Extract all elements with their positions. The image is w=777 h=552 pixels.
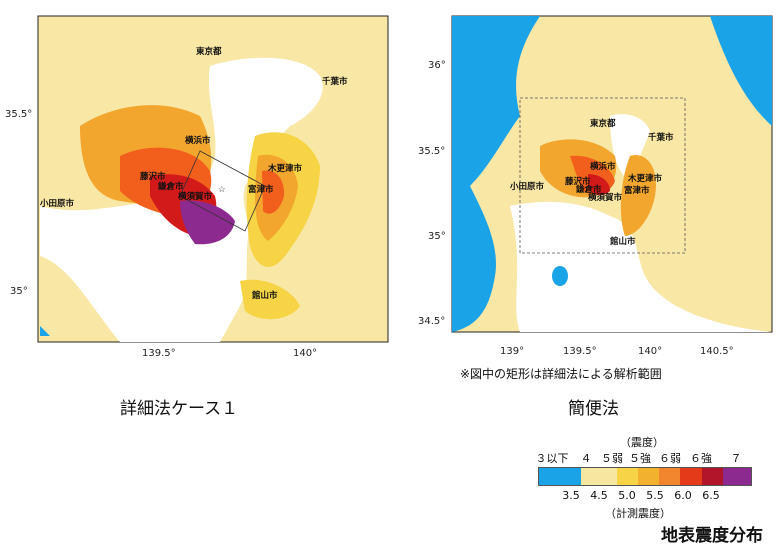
lon-tick-label: 139.5° bbox=[563, 346, 597, 356]
left-map: ☆ 東京都 千葉市 横浜市 木更津市 藤沢市 鎌倉市 横須賀市 富津市 小田原市… bbox=[0, 6, 400, 356]
city-label: 横浜市 bbox=[184, 135, 211, 146]
value-label: 5.0 bbox=[618, 489, 636, 502]
epicenter-star-icon: ☆ bbox=[218, 185, 226, 195]
colorbar-segment bbox=[637, 468, 660, 485]
city-label: 小田原市 bbox=[39, 198, 75, 209]
legend-bottom-title: （計測震度） bbox=[605, 507, 671, 520]
lon-tick-label: 140° bbox=[293, 348, 317, 356]
value-label-row: 3.5 4.5 5.0 5.5 6.0 6.5 bbox=[538, 489, 750, 503]
figure-title: 地表震度分布 bbox=[661, 526, 763, 546]
city-label: 鎌倉市 bbox=[157, 181, 184, 192]
lat-tick-label: 35° bbox=[10, 286, 28, 297]
right-map: 東京都 千葉市 横浜市 木更津市 藤沢市 鎌倉市 横須賀市 富津市 小田原市 館… bbox=[410, 6, 777, 356]
city-label: 東京都 bbox=[590, 118, 616, 129]
city-label: 館山市 bbox=[609, 236, 636, 247]
city-label: 木更津市 bbox=[267, 163, 303, 174]
lat-tick-label: 35.5° bbox=[5, 109, 32, 120]
lat-tick-label: 35° bbox=[428, 231, 446, 242]
city-label: 千葉市 bbox=[648, 132, 674, 143]
city-label: 富津市 bbox=[624, 185, 650, 196]
city-label: 小田原市 bbox=[509, 181, 545, 192]
value-label: 3.5 bbox=[562, 489, 580, 502]
value-label: 5.5 bbox=[646, 489, 664, 502]
lat-tick-label: 34.5° bbox=[418, 316, 445, 327]
colorbar-segment bbox=[581, 468, 617, 485]
lon-tick-label: 139.5° bbox=[142, 348, 176, 356]
analysis-range-note: ※図中の矩形は詳細法による解析範囲 bbox=[460, 367, 662, 381]
city-label: 藤沢市 bbox=[564, 176, 591, 187]
lat-tick-label: 35.5° bbox=[418, 146, 445, 157]
intensity-label: ５弱 bbox=[601, 452, 623, 465]
colorbar-segment bbox=[722, 468, 752, 485]
colorbar-segment bbox=[616, 468, 638, 485]
colorbar-segment bbox=[539, 468, 582, 485]
city-label: 横須賀市 bbox=[177, 191, 213, 202]
value-label: 6.0 bbox=[674, 489, 692, 502]
intensity-colorbar bbox=[538, 467, 752, 486]
intensity-label: ４ bbox=[580, 452, 592, 465]
colorbar-segment bbox=[701, 468, 723, 485]
intensity-label: ３以下 bbox=[535, 452, 569, 465]
right-caption: 簡便法 bbox=[568, 399, 619, 419]
city-label: 藤沢市 bbox=[139, 171, 166, 182]
city-label: 館山市 bbox=[251, 290, 278, 301]
legend-top-title: （震度） bbox=[620, 436, 664, 449]
intensity-label: ５強 bbox=[629, 452, 651, 465]
intensity-label: ６強 bbox=[690, 452, 712, 465]
city-label: 鎌倉市 bbox=[575, 184, 602, 195]
city-label: 千葉市 bbox=[322, 76, 348, 87]
value-label: 6.5 bbox=[702, 489, 720, 502]
intensity-label-row: ３以下 ４ ５弱 ５強 ６弱 ６強 ７ bbox=[535, 450, 750, 465]
value-label: 4.5 bbox=[590, 489, 608, 502]
lat-tick-label: 36° bbox=[428, 60, 446, 71]
city-label: 木更津市 bbox=[627, 173, 663, 184]
intensity-label: ６弱 bbox=[659, 452, 681, 465]
intensity-label: ７ bbox=[730, 452, 742, 465]
lon-tick-label: 140° bbox=[638, 346, 662, 356]
city-label: 横浜市 bbox=[589, 161, 616, 172]
colorbar-segment bbox=[659, 468, 681, 485]
city-label: 富津市 bbox=[248, 184, 274, 195]
lon-tick-label: 139° bbox=[500, 346, 524, 356]
colorbar-segment bbox=[680, 468, 702, 485]
city-label: 東京都 bbox=[196, 46, 222, 57]
left-caption: 詳細法ケース１ bbox=[120, 399, 239, 419]
lon-tick-label: 140.5° bbox=[700, 346, 734, 356]
city-label: 横須賀市 bbox=[587, 192, 623, 203]
